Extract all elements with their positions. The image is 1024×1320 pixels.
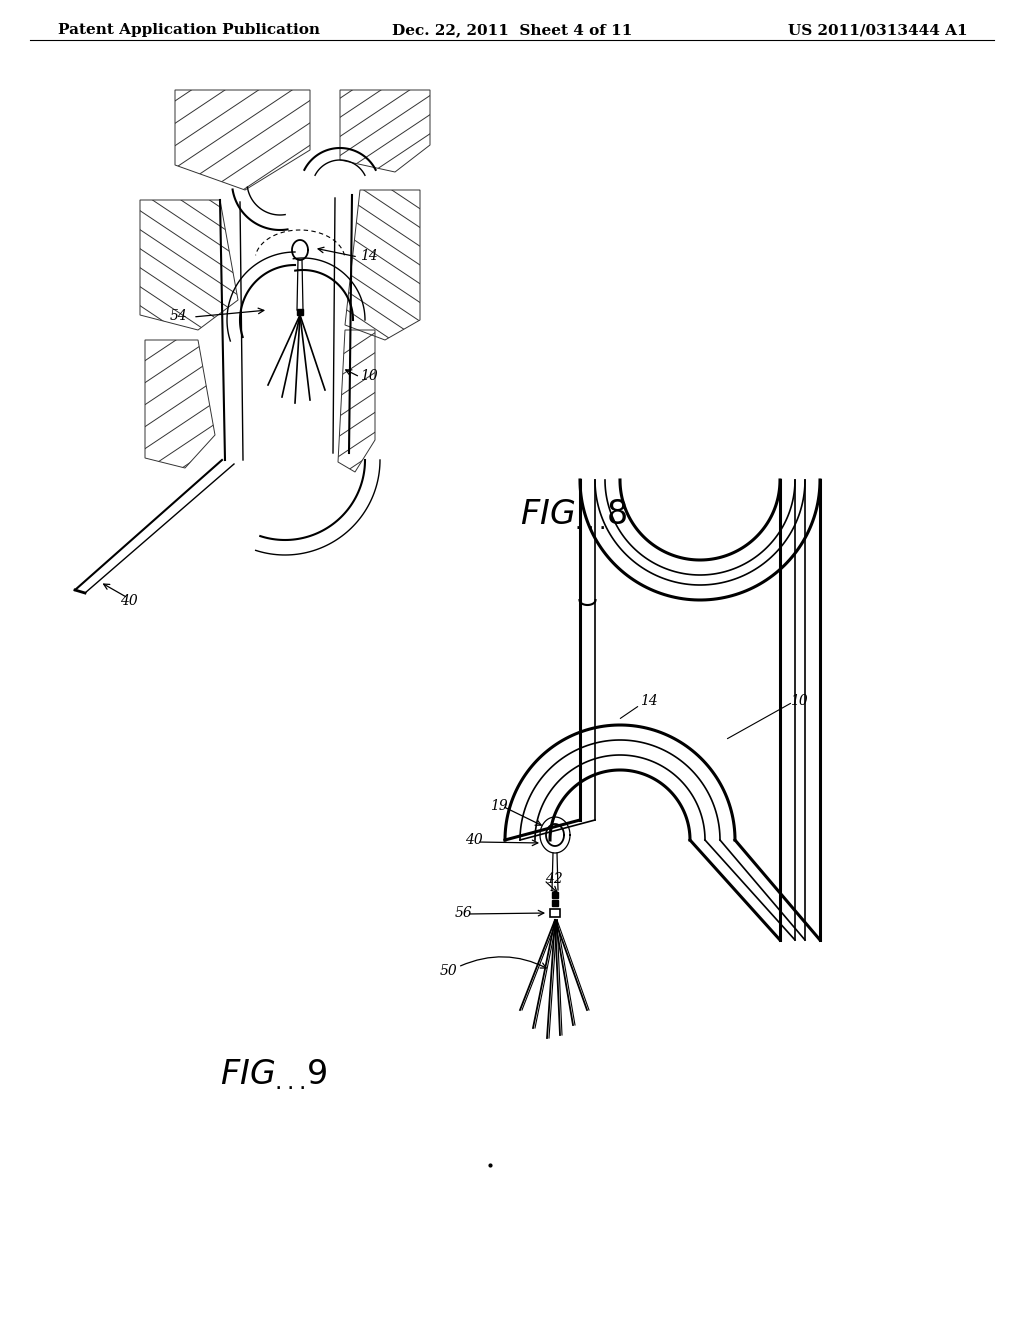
Text: 42: 42 — [545, 873, 563, 886]
Text: 40: 40 — [120, 594, 138, 609]
Text: Patent Application Publication: Patent Application Publication — [58, 22, 319, 37]
Text: 14: 14 — [640, 694, 657, 708]
Text: 10: 10 — [360, 370, 378, 383]
Text: 10: 10 — [790, 694, 808, 708]
Text: US 2011/0313444 A1: US 2011/0313444 A1 — [788, 22, 968, 37]
Text: $\mathit{FIG}_{...}\!\mathit{9}$: $\mathit{FIG}_{...}\!\mathit{9}$ — [220, 1057, 328, 1093]
Text: 50: 50 — [440, 964, 458, 978]
Text: 14: 14 — [360, 249, 378, 263]
Text: 56: 56 — [455, 906, 473, 920]
FancyBboxPatch shape — [550, 909, 560, 917]
Text: Dec. 22, 2011  Sheet 4 of 11: Dec. 22, 2011 Sheet 4 of 11 — [392, 22, 632, 37]
Text: 40: 40 — [465, 833, 482, 847]
Text: 54: 54 — [170, 309, 187, 323]
Text: $\mathit{FIG}_{...}\!\mathit{8}$: $\mathit{FIG}_{...}\!\mathit{8}$ — [520, 498, 628, 532]
Text: 19: 19 — [490, 799, 508, 813]
